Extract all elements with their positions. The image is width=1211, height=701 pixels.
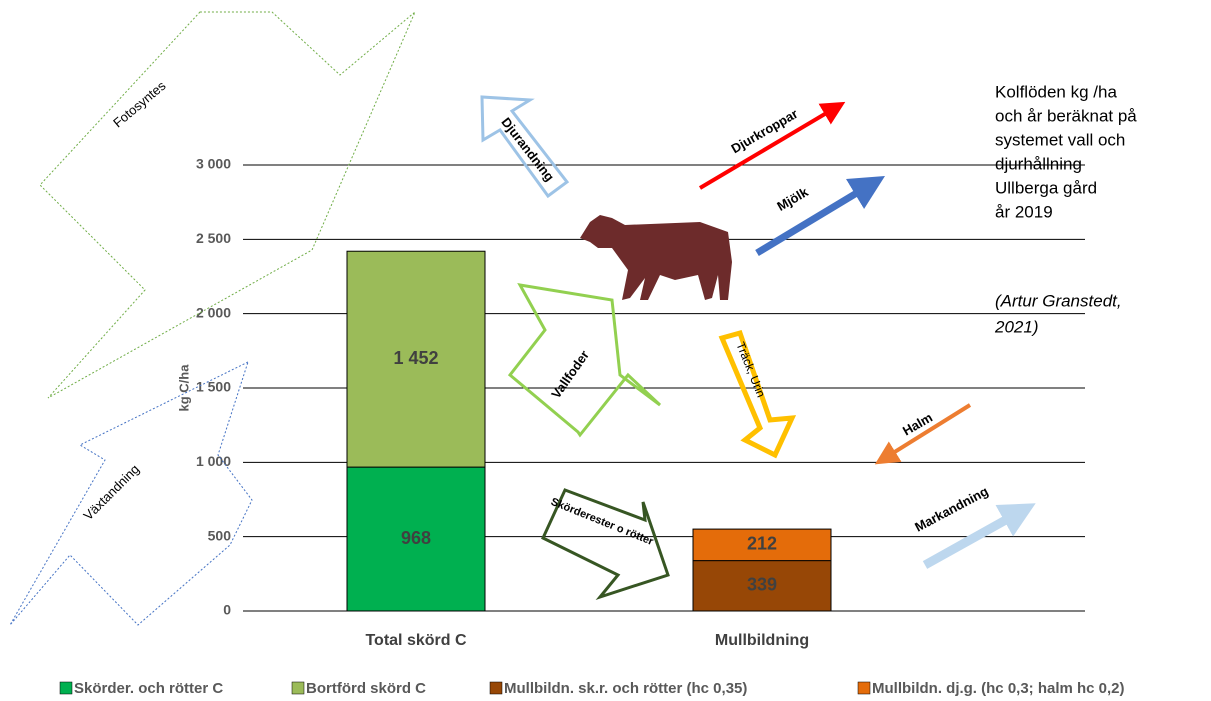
legend-swatch [291,681,305,695]
data-label: 212 [747,534,777,554]
note-line: Ullberga gård [995,178,1097,197]
bar [346,466,486,612]
annotation: Vallfoder [548,348,592,402]
y-tick-label: 3 000 [196,156,231,172]
animal-respiration-arrow [480,95,570,199]
x-tick-label: Total skörd C [365,632,466,649]
y-tick-label: 0 [223,602,231,618]
data-label: 339 [747,575,777,595]
bar [692,528,832,562]
note-line: systemet vall och [995,130,1125,149]
legend-label: Skörder. och rötter C [74,680,223,697]
legend-label: Mullbildn. sk.r. och rötter (hc 0,35) [504,680,747,697]
annotation: Träck, Urin [733,340,768,399]
bar [692,560,832,612]
data-label: 968 [401,528,431,548]
legend-swatch [489,681,503,695]
y-tick-label: 1 500 [196,379,231,395]
x-tick-label: Mullbildning [715,632,809,649]
milk-arrow [755,175,885,256]
y-tick-label: 500 [208,527,232,543]
photosynthesis-arrow [39,11,416,399]
source-line: 2021) [994,317,1038,336]
plant-respiration-arrow [9,361,253,626]
legend: Skörder. och rötter C Bortförd skörd C Mul… [59,680,1125,697]
carcass-arrow [698,101,846,190]
legend-swatch [59,681,73,695]
annotation: Mjölk [774,184,811,214]
y-tick-label: 1 000 [196,453,231,469]
source-line: (Artur Granstedt, [995,291,1122,310]
legend-label: Mullbildn. dj.g. (hc 0,3; halm hc 0,2) [872,680,1125,697]
note-line: och år beräknat på [995,106,1137,125]
legend-swatch [857,681,871,695]
note-line: Kolflöden kg /ha [995,82,1117,101]
straw-arrow [874,403,972,465]
annotation: Fotosyntes [110,78,169,131]
annotation: Djurandning [498,115,557,185]
manure-arrow [718,329,797,459]
arrows [9,11,1036,626]
fodder-arrow [507,283,662,438]
bar [346,250,486,468]
y-axis-label: kg C/ha [176,364,191,412]
bars: Total skörd C 968 1 452 Mullbildning 339 212 [346,250,832,649]
y-tick-label: 2 000 [196,304,231,320]
note-line: år 2019 [995,202,1053,221]
annotation: Halm [900,410,935,439]
data-label: 1 452 [393,348,438,368]
note-line: djurhållning [995,154,1082,173]
y-tick-label: 2 500 [196,230,231,246]
cow [580,215,732,300]
soil-respiration-arrow [922,503,1036,569]
note: Kolflöden kg /ha och år beräknat på system… [994,82,1137,336]
residue-arrow [541,488,670,600]
annotation: Markandning [912,483,991,534]
legend-label: Bortförd skörd C [306,680,426,697]
annotation: Växtandning [80,461,142,523]
